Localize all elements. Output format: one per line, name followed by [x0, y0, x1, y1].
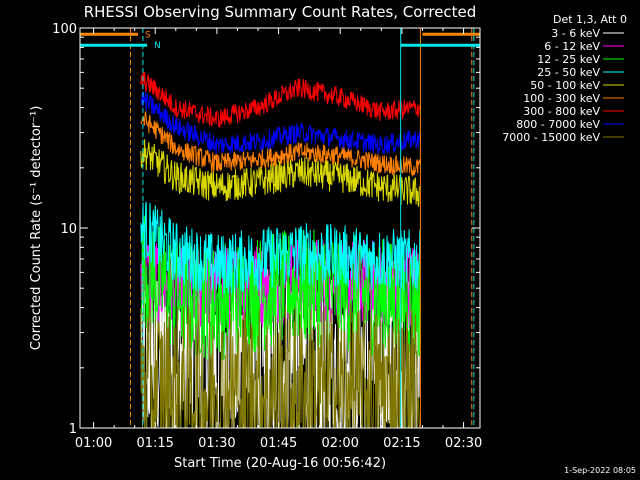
x-axis-label: Start Time (20-Aug-16 00:56:42): [174, 456, 386, 471]
x-tick-label-1: 01:15: [136, 436, 173, 451]
legend-title: Det 1,3, Att 0: [553, 13, 627, 26]
flag-label-0: S: [145, 30, 151, 40]
x-tick-label-3: 01:45: [260, 436, 297, 451]
legend-label-0: 3 - 6 keV: [551, 27, 600, 40]
series-line-5: [140, 110, 421, 177]
x-tick-label-2: 01:30: [198, 436, 235, 451]
data-area: [140, 71, 421, 428]
x-tick-label-6: 02:30: [445, 436, 482, 451]
x-tick-label-0: 01:00: [75, 436, 112, 451]
flag-label-2: N: [154, 41, 161, 51]
x-tick-label-5: 02:15: [383, 436, 420, 451]
legend-label-5: 100 - 300 keV: [523, 92, 600, 105]
series-line-6: [140, 71, 421, 128]
legend-label-4: 50 - 100 keV: [530, 79, 600, 92]
y-axis-label: Corrected Count Rate (s⁻¹ detector⁻¹): [29, 106, 44, 351]
y-tick-label-1: 10: [60, 222, 77, 237]
series-line-7: [140, 91, 421, 154]
legend-label-6: 300 - 800 keV: [523, 105, 600, 118]
legend-label-2: 12 - 25 keV: [537, 53, 600, 66]
series-line-8: [140, 298, 420, 428]
series-line-3: [140, 201, 421, 295]
chart-title: RHESSI Observing Summary Count Rates, Co…: [84, 3, 477, 21]
legend-label-8: 7000 - 15000 keV: [502, 131, 600, 144]
footer-timestamp: 1-Sep-2022 08:05: [564, 466, 636, 475]
legend-label-3: 25 - 50 keV: [537, 66, 600, 79]
x-tick-label-4: 02:00: [321, 436, 358, 451]
y-tick-label-0: 1: [69, 422, 77, 437]
axis-ticks: 01:00 01:15 01:30 01:45 02:00 02:15 02:30 1 10 10…: [52, 22, 482, 451]
legend-label-1: 6 - 12 keV: [544, 40, 600, 53]
y-tick-label-2: 100: [52, 22, 77, 37]
legend-label-7: 800 - 7000 keV: [516, 118, 600, 131]
series-line-4: [140, 139, 420, 207]
